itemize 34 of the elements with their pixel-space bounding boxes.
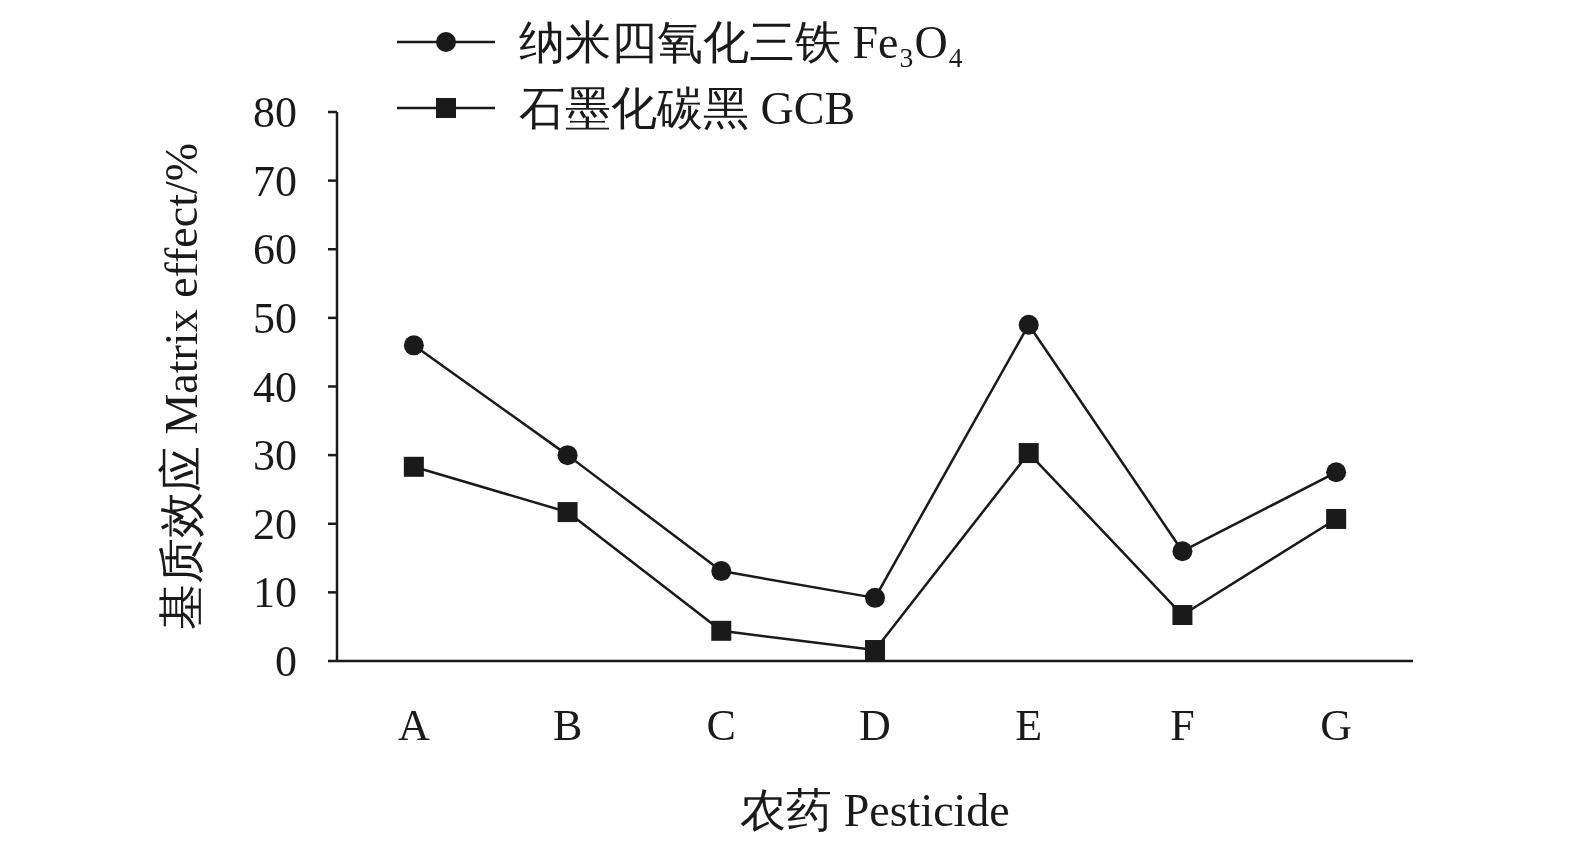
y-tick-label: 70 bbox=[253, 156, 297, 206]
x-tick-label: A bbox=[397, 701, 430, 750]
x-tick-label: F bbox=[1170, 701, 1195, 750]
point bbox=[1172, 605, 1193, 626]
x-tick-label: E bbox=[1015, 701, 1043, 750]
point bbox=[865, 587, 885, 608]
point bbox=[403, 456, 424, 477]
point bbox=[1172, 541, 1193, 562]
y-axis-title: 基质效应 Matrix effect/% bbox=[156, 142, 207, 631]
y-tick-label: 60 bbox=[253, 225, 297, 275]
point bbox=[1018, 314, 1039, 335]
point bbox=[711, 561, 732, 582]
y-tick-label: 20 bbox=[253, 499, 297, 549]
point bbox=[557, 502, 578, 523]
point bbox=[711, 620, 732, 641]
x-tick-label: C bbox=[706, 701, 736, 750]
y-tick-label: 0 bbox=[275, 637, 297, 686]
legend-label: 纳米四氧化三铁 Fe₃O₄ bbox=[519, 17, 964, 68]
point bbox=[865, 640, 885, 661]
point bbox=[1018, 443, 1039, 464]
point bbox=[1326, 462, 1347, 483]
x-tick-label: D bbox=[859, 701, 891, 750]
point bbox=[1326, 508, 1347, 529]
y-tick-label: 40 bbox=[253, 362, 297, 412]
point bbox=[403, 335, 424, 356]
y-tick-label: 50 bbox=[253, 293, 297, 343]
x-axis-title: 农药 Pesticide bbox=[740, 785, 1010, 836]
y-tick-label: 80 bbox=[253, 88, 297, 137]
legend-label: 石墨化碳黑 GCB bbox=[519, 83, 856, 134]
y-tick-label: 30 bbox=[253, 431, 297, 481]
x-tick-label: G bbox=[1320, 701, 1353, 750]
y-tick-label: 10 bbox=[253, 568, 297, 618]
x-tick-label: B bbox=[552, 701, 583, 750]
point bbox=[557, 445, 578, 466]
